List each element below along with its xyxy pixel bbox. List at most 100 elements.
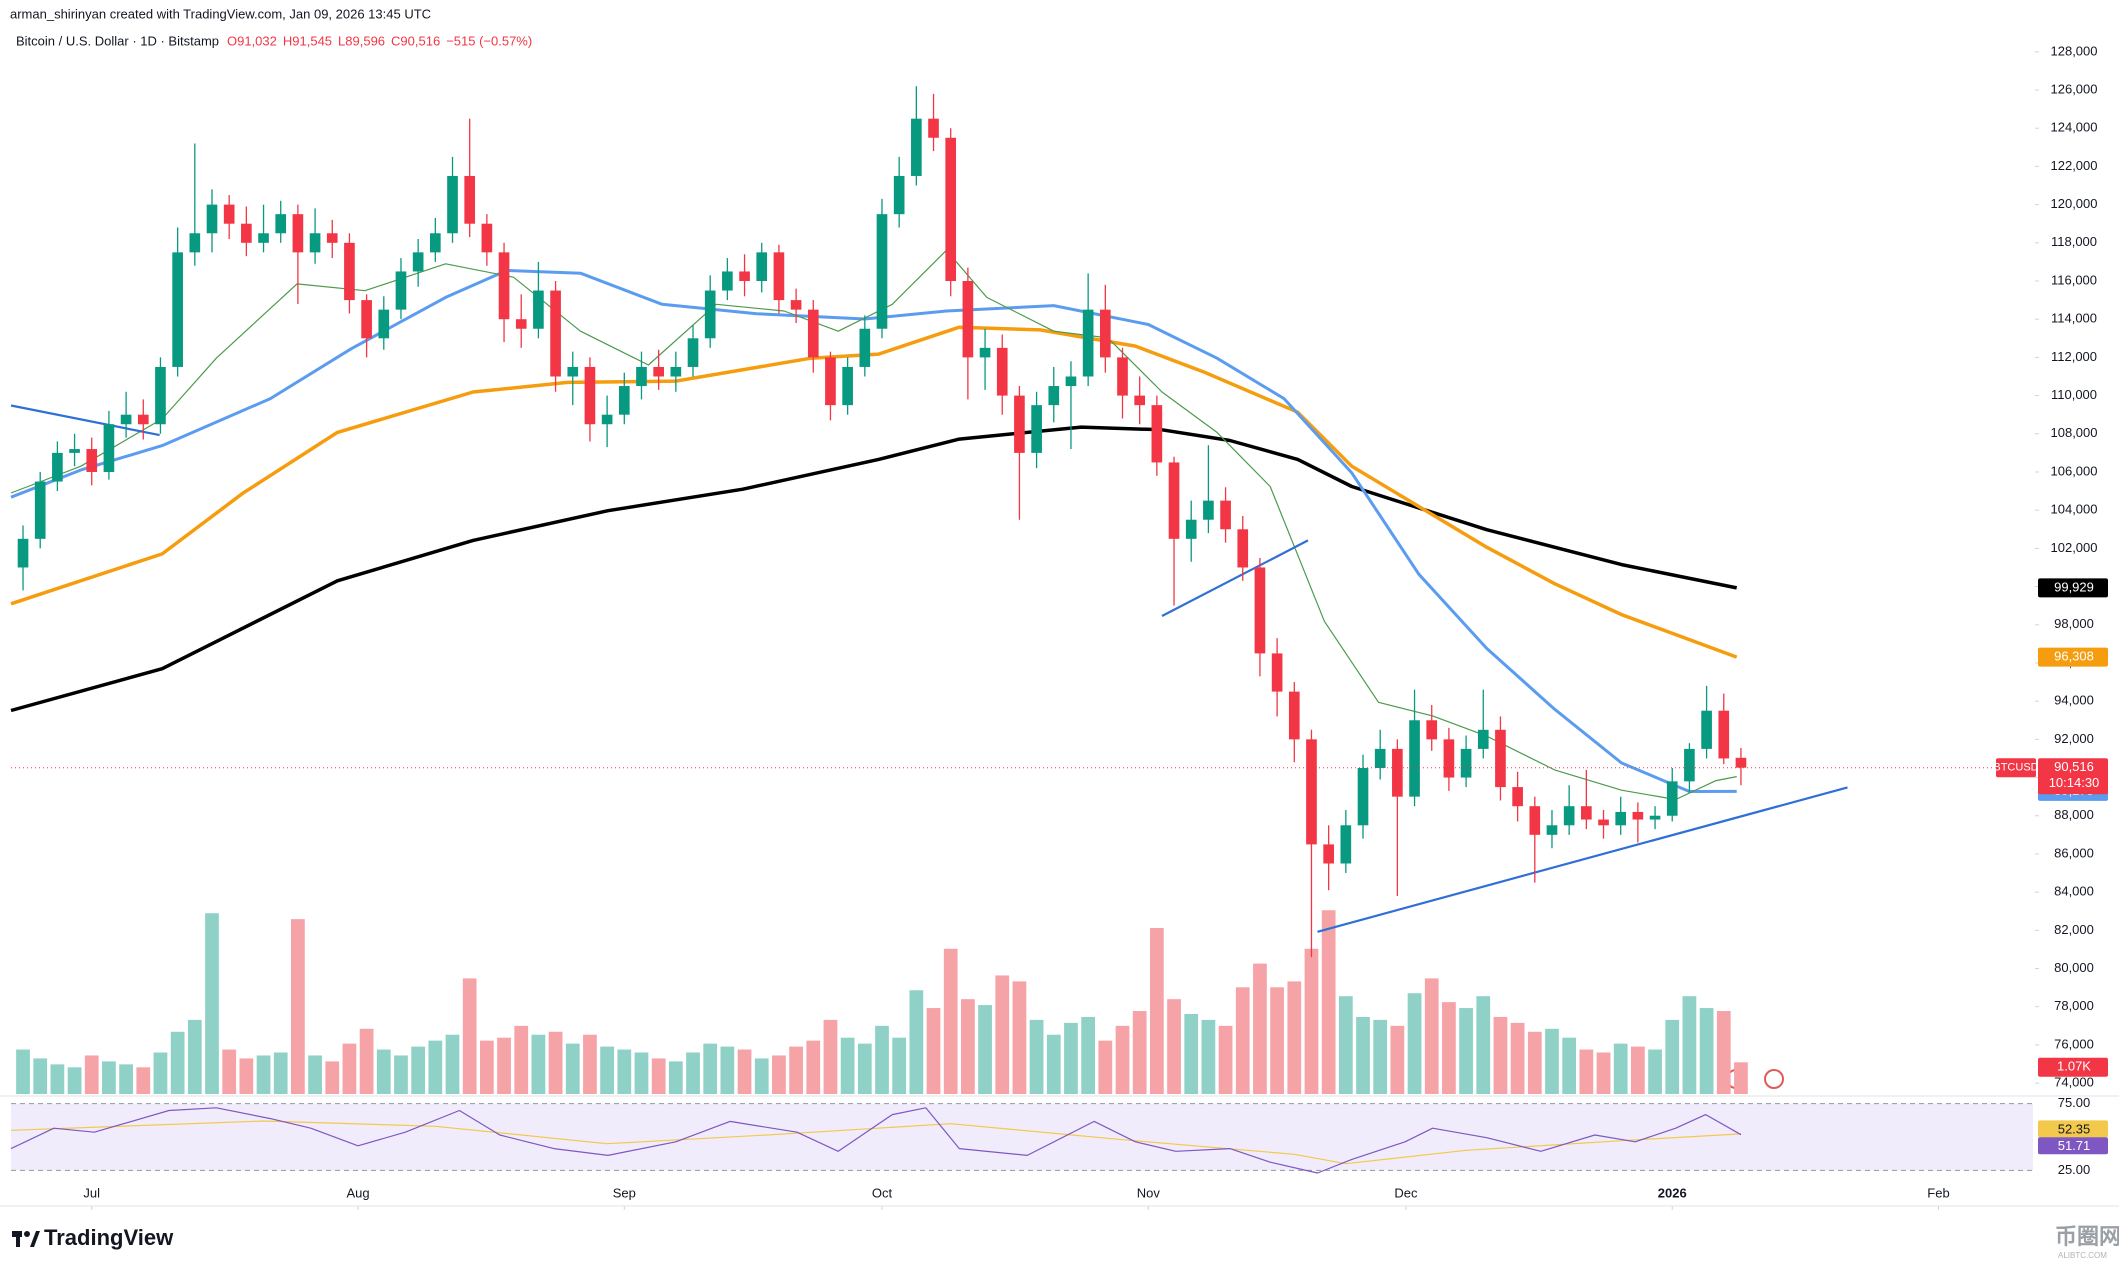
y-tick-label: 98,000 — [2054, 616, 2094, 631]
symbol: Bitcoin / U.S. Dollar · 1D · Bitstamp — [16, 33, 219, 48]
volume-bar — [291, 919, 305, 1094]
volume-bar — [737, 1049, 752, 1094]
candle-body — [1065, 376, 1077, 387]
candle-body — [120, 414, 132, 425]
candle-body — [1649, 815, 1661, 820]
volume-bar — [1562, 1037, 1577, 1094]
candle-body — [1426, 720, 1438, 740]
candle-body — [395, 271, 407, 310]
volume-bar — [170, 1031, 185, 1094]
rsi-tag — [2038, 1137, 2108, 1155]
candle-body — [275, 214, 287, 234]
volume-bar — [565, 1043, 580, 1094]
volume-bar — [754, 1058, 769, 1094]
volume-bar — [308, 1055, 322, 1094]
volume-bar — [428, 1040, 443, 1094]
volume-bar — [1253, 963, 1267, 1094]
volume-bar — [1046, 1034, 1061, 1094]
candle-body — [1357, 767, 1369, 826]
candle-body — [1306, 739, 1317, 845]
candle-body — [1598, 819, 1609, 826]
volume-bar — [342, 1043, 357, 1094]
y-tick-label: 124,000 — [2051, 120, 2098, 135]
volume-bar — [1338, 996, 1353, 1094]
candle-body — [979, 347, 991, 358]
candle-body — [206, 204, 218, 234]
candle-body — [189, 233, 201, 253]
candle-body — [1031, 405, 1042, 453]
candle-body — [1185, 519, 1197, 539]
candle-body — [1495, 729, 1506, 788]
trendline — [10, 404, 160, 437]
volume-bar — [857, 1043, 872, 1094]
trendline — [1317, 786, 1848, 933]
volume-bar — [1648, 1049, 1662, 1094]
y-tick-label: 112,000 — [2051, 349, 2097, 364]
volume-bar — [1270, 987, 1284, 1094]
candle-body — [1340, 825, 1352, 864]
volume-bar — [359, 1028, 374, 1094]
volume-bar — [325, 1061, 340, 1094]
rsi-ma-tag — [2038, 1120, 2108, 1138]
candle-body — [1615, 811, 1627, 826]
x-tick-label: Sep — [613, 1185, 636, 1200]
moving-average — [10, 269, 1737, 793]
volume-bar — [943, 948, 958, 1094]
candle-body — [292, 214, 304, 253]
volume-bar — [222, 1049, 237, 1094]
candle-body — [155, 366, 166, 425]
volume-bar — [462, 978, 477, 1094]
countdown: 10:14:30 — [2049, 775, 2100, 790]
candle-body — [1254, 567, 1266, 654]
candle-body — [670, 366, 682, 377]
volume-bar — [497, 1037, 511, 1094]
candle-body — [1203, 500, 1214, 520]
volume-bar — [187, 1019, 202, 1094]
volume-bar — [789, 1046, 803, 1094]
x-tick-label: Aug — [346, 1185, 369, 1200]
volume-bar — [102, 1061, 116, 1094]
candle-body — [172, 252, 183, 367]
volume-bar — [119, 1064, 133, 1094]
candle-body — [1220, 500, 1231, 530]
volume-bar — [1459, 1008, 1473, 1094]
candle-body — [1151, 405, 1163, 463]
volume-bar — [256, 1055, 271, 1094]
y-tick-label: 88,000 — [2054, 807, 2094, 822]
y-tick-label: 78,000 — [2054, 998, 2094, 1013]
candle-body — [756, 252, 768, 282]
y-tick-label: 92,000 — [2054, 731, 2094, 746]
volume-bar — [1321, 910, 1336, 1094]
candle-body — [69, 449, 80, 453]
candle-body — [1563, 806, 1575, 826]
candle-body — [223, 204, 235, 224]
volume-bar — [376, 1049, 391, 1094]
volume-bar — [1493, 1016, 1508, 1094]
volume-bar — [720, 1046, 735, 1094]
candle-body — [893, 175, 905, 215]
volume-bar — [1304, 948, 1319, 1094]
candle-body — [825, 357, 836, 406]
candle-body — [258, 233, 269, 243]
volume-bar — [875, 1025, 889, 1094]
logo-part — [16, 1231, 20, 1247]
volume-bar — [1390, 1025, 1405, 1094]
volume-bar — [668, 1061, 683, 1094]
volume-bar — [1012, 981, 1027, 1094]
rsi-tick-label: 25.00 — [2058, 1162, 2091, 1177]
ma-tag — [2038, 647, 2108, 667]
candle-body — [653, 366, 664, 377]
y-tick-label: 94,000 — [2054, 693, 2094, 708]
y-tick-label: 74,000 — [2054, 1075, 2094, 1090]
candle-body — [447, 175, 458, 234]
candle-body — [773, 252, 785, 301]
event-flag[interactable] — [1764, 1069, 1784, 1089]
volume-bar — [1699, 1008, 1714, 1094]
candle-body — [1323, 844, 1334, 864]
volume-bar — [50, 1064, 65, 1094]
volume-bar — [1098, 1040, 1113, 1094]
candle-body — [1048, 386, 1060, 406]
y-tick-label: 126,000 — [2051, 81, 2098, 96]
volume-bar — [16, 1049, 30, 1094]
candle-body — [1374, 748, 1386, 768]
